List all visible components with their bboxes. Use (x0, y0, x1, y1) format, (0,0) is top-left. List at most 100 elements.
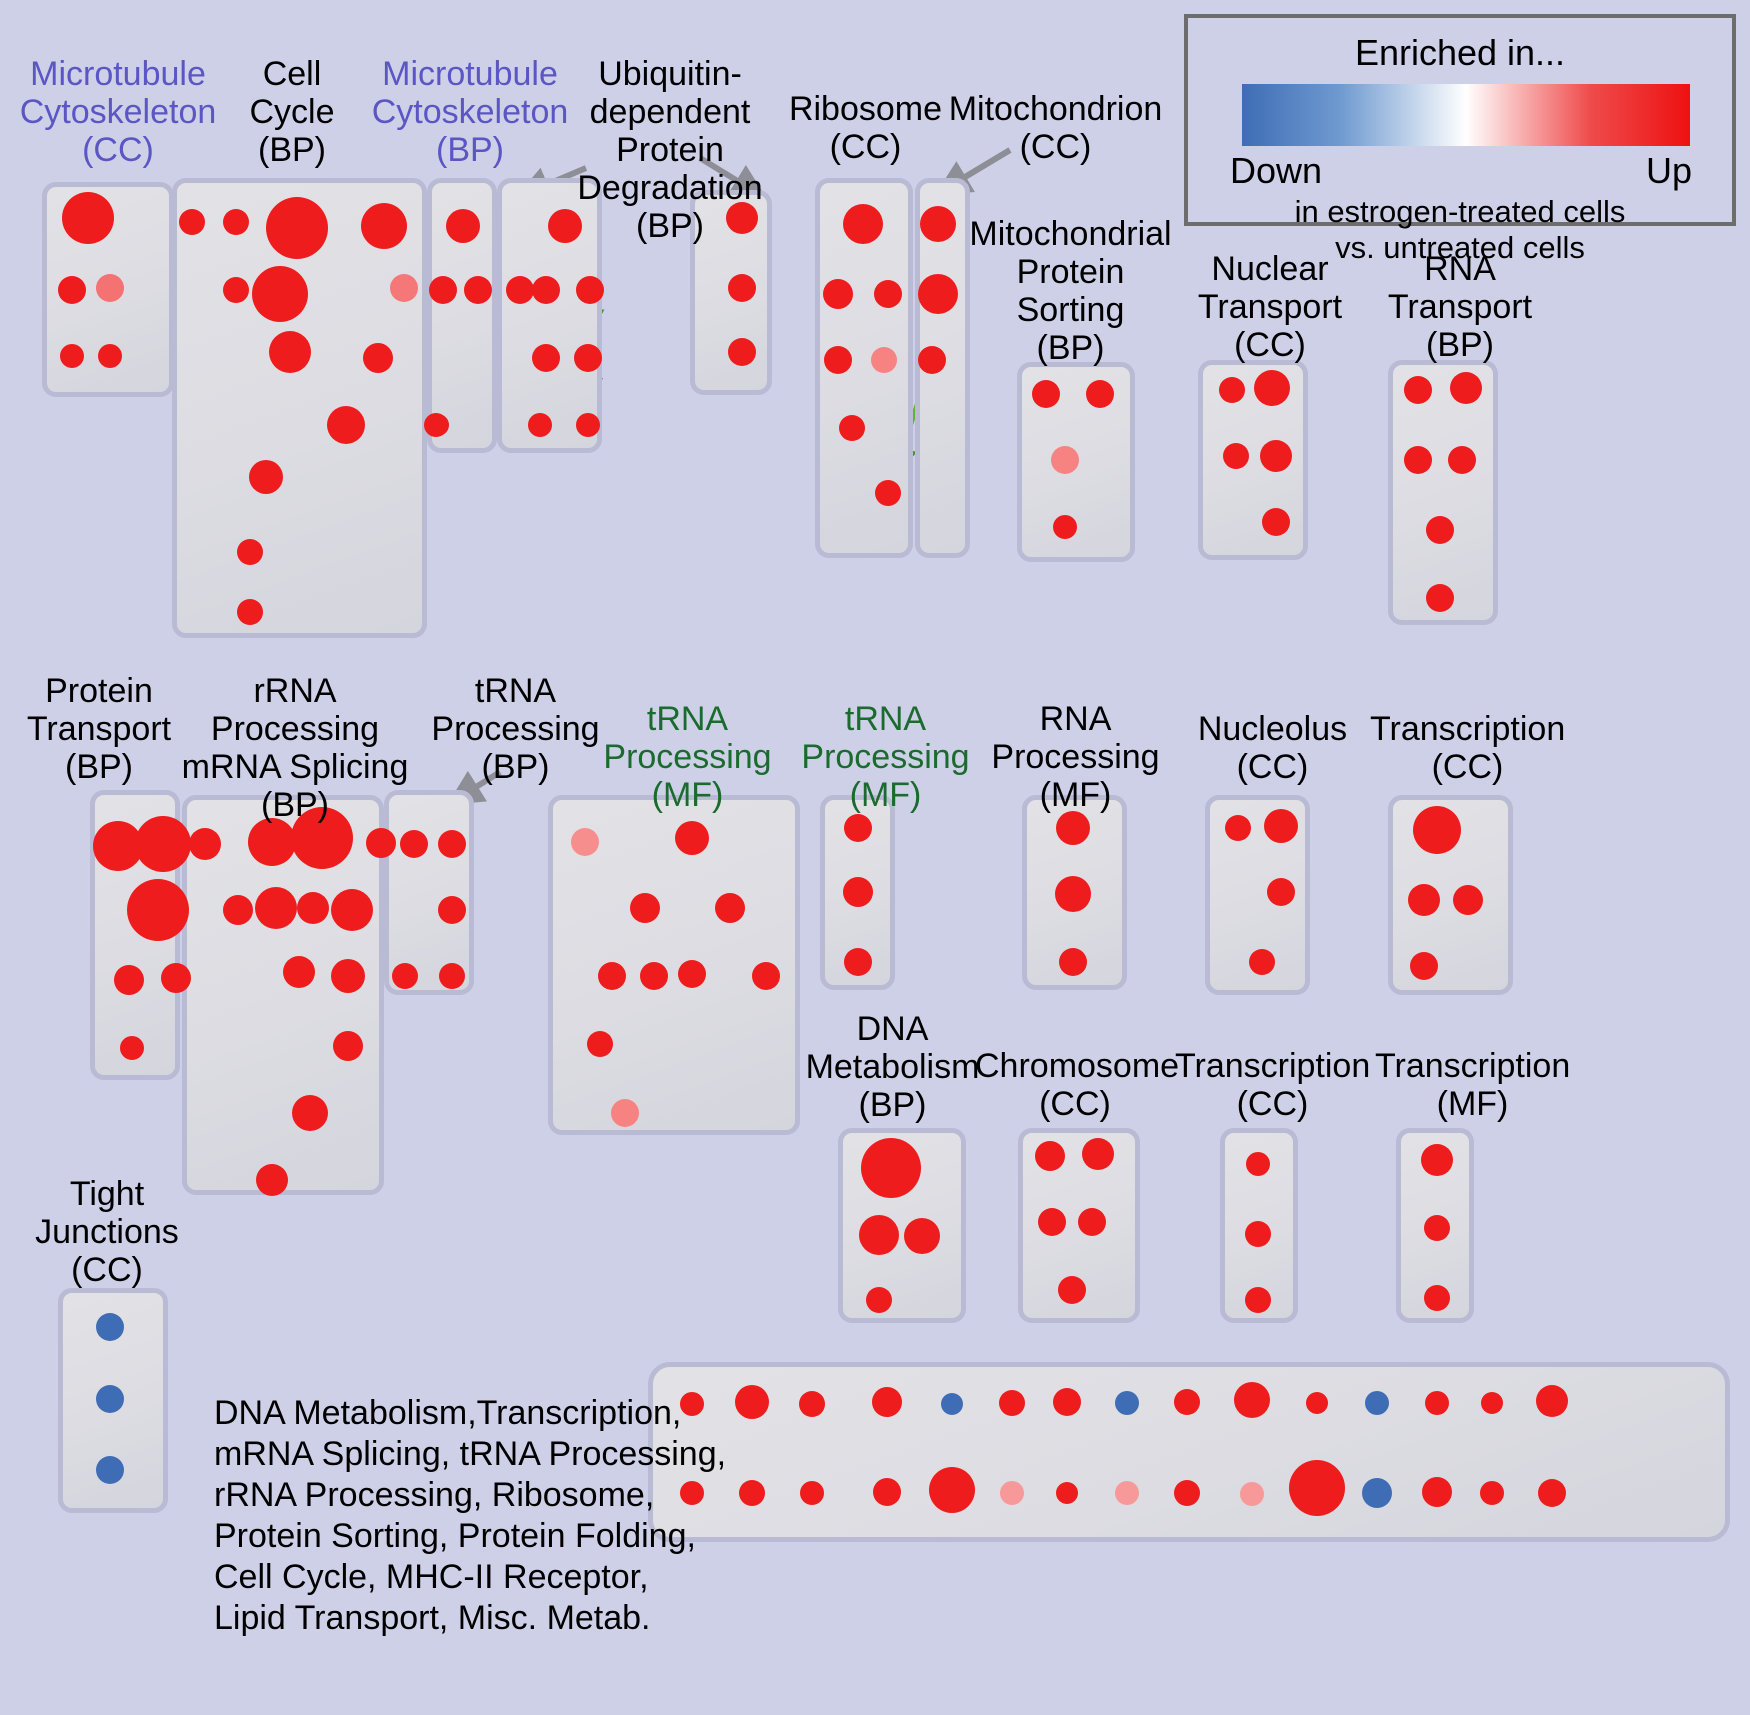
category-label-transcription-cc-lower: Transcription (CC) (1175, 1047, 1371, 1123)
network-node (866, 1287, 892, 1313)
network-node (1053, 515, 1077, 539)
network-node (400, 830, 428, 858)
network-node (135, 816, 191, 872)
network-node (1425, 1391, 1449, 1415)
legend-box: Enriched in... Down Up in estrogen-treat… (1184, 14, 1736, 265)
category-label-nuclear-transport-cc: Nuclear Transport (CC) (1197, 250, 1343, 364)
network-node (223, 209, 249, 235)
network-node (1267, 878, 1295, 906)
network-node (327, 406, 365, 444)
network-node (678, 960, 706, 988)
network-node (611, 1099, 639, 1127)
network-node (675, 821, 709, 855)
network-node (269, 331, 311, 373)
category-label-transcription-cc-upper: Transcription (CC) (1370, 710, 1566, 786)
category-label-protein-transport-bp: Protein Transport (BP) (26, 672, 172, 786)
network-node (161, 963, 191, 993)
panel-nuclear-transport (1198, 360, 1308, 560)
network-node (680, 1392, 704, 1416)
network-node (237, 599, 263, 625)
network-node (843, 877, 873, 907)
network-node (1536, 1385, 1568, 1417)
network-node (237, 539, 263, 565)
panel-trna-processing-bp (384, 790, 474, 995)
network-node (1115, 1391, 1139, 1415)
network-node (843, 204, 883, 244)
network-node (1059, 948, 1087, 976)
network-node (929, 1467, 975, 1513)
network-node (1234, 1382, 1270, 1418)
network-node (427, 414, 449, 436)
category-label-microtubule-cytoskeleton-cc: Microtubule Cytoskeleton (CC) (19, 55, 217, 169)
category-label-ribosome-cc: Ribosome (CC) (788, 90, 943, 166)
network-node (680, 1481, 704, 1505)
network-node (576, 413, 600, 437)
network-node (1481, 1392, 1503, 1414)
network-node (96, 1456, 124, 1484)
network-node (574, 344, 602, 372)
network-node (96, 1385, 124, 1413)
network-node (1056, 811, 1090, 845)
network-node (1450, 372, 1482, 404)
network-node (1408, 884, 1440, 916)
network-node (904, 1218, 940, 1254)
network-node (331, 889, 373, 931)
category-label-trna-processing-mf-1: tRNA Processing (MF) (603, 700, 772, 814)
network-node (640, 962, 668, 990)
network-node (1260, 440, 1292, 472)
category-label-mitochondrial-protein-sorting-bp: Mitochondrial Protein Sorting (BP) (969, 215, 1172, 367)
network-node (1038, 1208, 1066, 1236)
network-node (446, 209, 480, 243)
network-node (1078, 1208, 1106, 1236)
network-node (98, 344, 122, 368)
network-node (739, 1480, 765, 1506)
network-node (392, 963, 418, 989)
network-node (256, 1164, 288, 1196)
network-node (1032, 380, 1060, 408)
network-node (1426, 516, 1454, 544)
network-node (60, 344, 84, 368)
category-label-mitochondrion-cc: Mitochondrion (CC) (948, 90, 1163, 166)
network-node (1306, 1392, 1328, 1414)
network-node (999, 1390, 1025, 1416)
network-node (1086, 380, 1114, 408)
network-node (506, 276, 534, 304)
network-node (1448, 446, 1476, 474)
category-label-microtubule-cytoskeleton-bp: Microtubule Cytoskeleton (BP) (371, 55, 569, 169)
misc-categories-text: DNA Metabolism,Transcription, mRNA Splic… (214, 1394, 727, 1637)
network-node (1240, 1482, 1264, 1506)
network-node (1249, 949, 1275, 975)
network-node (874, 280, 902, 308)
network-node (179, 209, 205, 235)
network-node (728, 274, 756, 302)
network-node (726, 202, 758, 234)
legend-title: Enriched in... (1354, 32, 1566, 73)
network-node (872, 1387, 902, 1417)
network-node (62, 192, 114, 244)
network-node (571, 828, 599, 856)
network-node (283, 956, 315, 988)
network-node (823, 279, 853, 309)
network-node (861, 1138, 921, 1198)
network-node (291, 807, 353, 869)
network-node (800, 1481, 824, 1505)
network-node (1421, 1144, 1453, 1176)
network-node (1174, 1389, 1200, 1415)
network-node (223, 895, 253, 925)
network-node (1051, 446, 1079, 474)
network-node (1426, 584, 1454, 612)
network-node (429, 276, 457, 304)
legend-up-label: Up (1645, 150, 1692, 191)
network-node (1289, 1460, 1345, 1516)
network-node (532, 344, 560, 372)
category-label-trna-processing-mf-2: tRNA Processing (MF) (801, 700, 970, 814)
category-label-nucleolus-cc: Nucleolus (CC) (1197, 710, 1348, 786)
network-node (844, 814, 872, 842)
network-node (363, 343, 393, 373)
network-node (1082, 1138, 1114, 1170)
network-node (438, 896, 466, 924)
network-node (249, 460, 283, 494)
network-node (1000, 1481, 1024, 1505)
network-node (715, 893, 745, 923)
network-node (292, 1095, 328, 1131)
